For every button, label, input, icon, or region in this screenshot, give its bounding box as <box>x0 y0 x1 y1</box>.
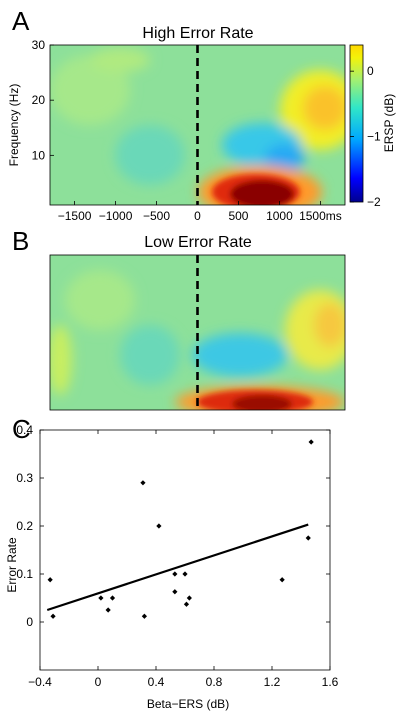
colorbar-tick-label: −2 <box>367 195 381 209</box>
colorbar-ticks: 0 −1 −2 <box>350 64 381 209</box>
scatter-point <box>105 607 111 613</box>
colorbar-tick-label: −1 <box>367 130 381 144</box>
scatter-frame <box>39 429 331 671</box>
scatter-point <box>182 571 188 577</box>
scatter-point <box>109 595 116 601</box>
scatter-ylabel: Error Rate <box>5 537 19 593</box>
heatmap-a-patch <box>50 55 130 125</box>
scatter-point <box>172 571 178 577</box>
scatter-point <box>172 589 178 595</box>
scatter-y-tick-label: 0 <box>26 615 33 629</box>
heatmap-a-x-tick-label: −500 <box>143 209 170 223</box>
scatter-x-tick-label: −0.4 <box>28 675 52 689</box>
heatmap-a <box>50 45 345 205</box>
heatmap-b-ers-beta-core <box>314 303 345 347</box>
heatmap-a-patch <box>115 125 185 185</box>
heatmap-a-axes: −1500 −1000 −500 0 500 1000 1500ms 10 20 30 <box>32 38 346 223</box>
scatter-y-tick-label: 0.2 <box>16 519 33 533</box>
scatter-plot: −0.4 0 0.4 0.8 1.2 1.6 0 0.1 0.2 0.3 0.4 <box>16 423 338 689</box>
heatmap-a-y-tick-label: 10 <box>32 148 46 162</box>
colorbar-tick-label: 0 <box>367 64 374 78</box>
heatmap-b-frame <box>49 254 346 411</box>
scatter-point <box>141 613 147 619</box>
heatmap-a-x-tick-label: 1500ms <box>299 209 342 223</box>
scatter-point <box>308 439 314 445</box>
heatmap-b-patch <box>120 325 180 385</box>
scatter-point <box>305 535 311 541</box>
heatmap-a-title: High Error Rate <box>142 25 253 42</box>
scatter-point <box>186 595 192 601</box>
scatter-x-tick-label: 0.4 <box>148 675 165 689</box>
scatter-y-tick-label: 0.1 <box>16 567 33 581</box>
heatmap-a-patch <box>90 48 150 72</box>
scatter-x-tick-label: 0.8 <box>206 675 223 689</box>
heatmap-b-title: Low Error Rate <box>144 234 252 251</box>
scatter-x-tick-label: 0 <box>95 675 102 689</box>
scatter-x-tick-label: 1.6 <box>322 675 339 689</box>
heatmap-b-axes <box>49 254 346 411</box>
scatter-point <box>47 577 53 583</box>
heatmap-a-ylabel: Frequency (Hz) <box>7 84 21 167</box>
heatmap-a-x-tick-label: 0 <box>194 209 201 223</box>
heatmap-b-patch <box>65 270 135 330</box>
colorbar <box>349 44 364 203</box>
scatter-point <box>183 601 190 607</box>
heatmap-a-x-tick-label: 1000 <box>266 209 293 223</box>
scatter-xlabel: Beta−ERS (dB) <box>147 697 229 711</box>
panel-label-b: B <box>12 226 29 256</box>
heatmap-a-x-tick-label: 500 <box>228 209 248 223</box>
heatmap-b-patch <box>50 325 72 395</box>
heatmap-b <box>50 255 345 410</box>
scatter-point <box>98 595 104 601</box>
heatmap-a-ers-low-core <box>230 180 294 205</box>
heatmap-a-y-tick-label: 20 <box>32 93 46 107</box>
heatmap-a-ers-beta-core <box>303 86 345 130</box>
heatmap-a-erd <box>265 144 305 172</box>
heatmap-b-erd <box>192 333 288 377</box>
heatmap-a-x-tick-label: −1000 <box>99 209 133 223</box>
heatmap-a-x-tick-label: −1500 <box>58 209 92 223</box>
colorbar-label: ERSP (dB) <box>382 94 396 152</box>
panel-label-c: C <box>12 414 31 444</box>
scatter-x-tick-label: 1.2 <box>264 675 281 689</box>
heatmap-b-ers-low-core <box>232 395 292 410</box>
scatter-point <box>140 480 146 486</box>
scatter-y-tick-label: 0.4 <box>16 423 33 437</box>
heatmap-a-y-tick-label: 30 <box>32 38 46 52</box>
scatter-point <box>156 523 162 529</box>
scatter-y-tick-label: 0.3 <box>16 471 33 485</box>
scatter-point <box>279 577 285 583</box>
panel-label-a: A <box>12 6 30 36</box>
scatter-fit-line <box>46 523 309 612</box>
scatter-point <box>50 613 56 619</box>
